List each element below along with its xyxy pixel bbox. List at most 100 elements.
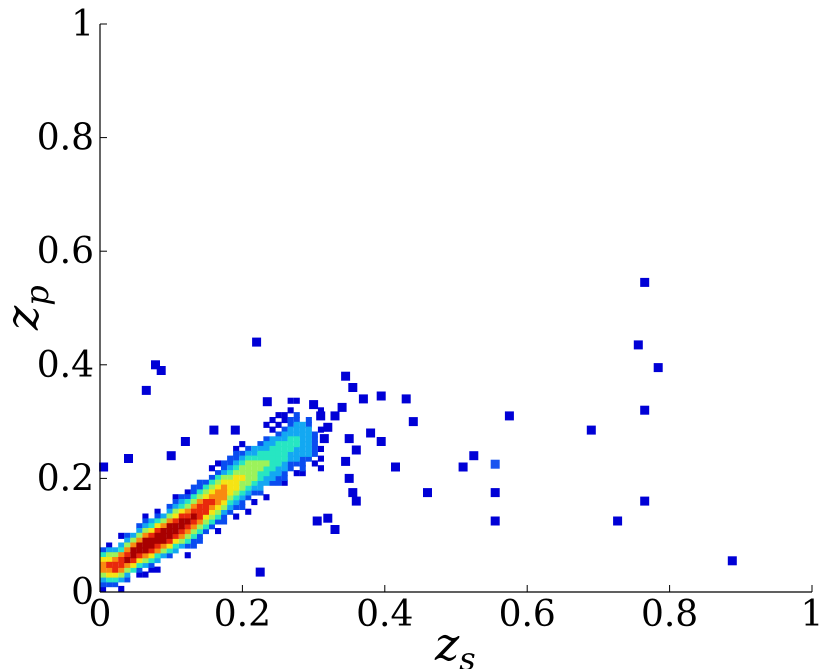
data-point <box>151 360 160 370</box>
density-bin <box>172 542 179 549</box>
density-bin <box>281 460 288 467</box>
density-bin <box>208 479 215 486</box>
density-bin <box>257 484 264 491</box>
density-bin <box>293 450 300 457</box>
density-bin <box>233 455 240 462</box>
density-bin <box>154 552 161 559</box>
density-bin <box>190 528 197 535</box>
density-bin <box>196 479 203 486</box>
density-bin <box>178 528 185 535</box>
density-bin <box>154 513 161 520</box>
data-point <box>312 516 322 526</box>
density-bin <box>299 445 306 452</box>
density-bin <box>317 445 324 452</box>
density-bin <box>233 503 240 510</box>
density-bin <box>202 508 209 515</box>
density-bin <box>233 445 240 452</box>
density-bin <box>245 489 252 496</box>
density-bin <box>124 552 131 559</box>
data-point <box>323 422 333 432</box>
density-bin <box>196 503 203 510</box>
density-bin <box>263 470 270 477</box>
data-point <box>490 488 500 498</box>
density-bin <box>293 470 300 477</box>
x-tick-label: 0.8 <box>641 594 698 635</box>
density-bin <box>184 528 191 535</box>
data-point <box>640 277 650 287</box>
density-bin <box>287 460 294 467</box>
density-bin <box>118 561 125 568</box>
density-bin <box>281 450 288 457</box>
density-bin <box>160 532 167 539</box>
density-bin <box>136 532 143 539</box>
density-bin <box>190 489 197 496</box>
density-bin <box>317 465 324 472</box>
density-bin <box>202 513 209 520</box>
data-point <box>366 428 376 438</box>
density-bin <box>245 450 252 457</box>
density-bin <box>227 479 234 486</box>
density-bin <box>154 518 161 525</box>
density-bin <box>257 450 264 457</box>
density-bin <box>305 417 312 424</box>
density-bin <box>317 426 324 433</box>
density-bin <box>190 532 197 539</box>
density-bin <box>184 537 191 544</box>
density-bin <box>184 508 191 515</box>
density-bin <box>142 571 149 578</box>
density-bin <box>112 547 119 554</box>
density-bin <box>317 407 324 414</box>
data-point <box>99 462 109 472</box>
density-bin <box>142 537 149 544</box>
density-bin <box>184 499 191 506</box>
y-tick-label: 1 <box>71 4 94 45</box>
density-bin <box>311 445 318 452</box>
density-bin <box>208 508 215 515</box>
density-bin <box>215 484 222 491</box>
density-bin <box>196 537 203 544</box>
data-point <box>423 488 432 498</box>
density-bin <box>215 499 222 506</box>
density-bin <box>287 436 294 443</box>
density-bin <box>112 561 119 568</box>
density-bin <box>136 523 143 530</box>
density-bin <box>130 557 137 564</box>
density-bin <box>299 441 306 448</box>
density-bin <box>106 552 113 559</box>
density-bin <box>305 421 312 428</box>
density-bin <box>275 450 282 457</box>
density-bin <box>208 499 215 506</box>
density-bin <box>293 412 300 419</box>
density-bin <box>269 460 276 467</box>
density-bin <box>148 537 155 544</box>
density-bin <box>281 465 288 472</box>
density-bin <box>257 470 264 477</box>
density-bin <box>124 561 131 568</box>
data-point <box>633 340 643 350</box>
density-bin <box>299 455 306 462</box>
density-bin <box>154 537 161 544</box>
density-bin <box>275 460 282 467</box>
density-bin <box>148 547 155 554</box>
density-bin <box>239 479 246 486</box>
density-bin <box>275 436 282 443</box>
density-bin <box>239 465 246 472</box>
density-bin <box>263 460 270 467</box>
density-bin <box>245 479 252 486</box>
density-bin <box>160 537 167 544</box>
density-bin <box>160 523 167 530</box>
density-bin <box>154 532 161 539</box>
density-bin <box>293 441 300 448</box>
density-bin <box>142 552 149 559</box>
density-bin <box>305 426 312 433</box>
density-bin <box>172 528 179 535</box>
density-bin <box>166 513 173 520</box>
density-bin <box>269 474 276 481</box>
density-bin <box>196 489 203 496</box>
density-bin <box>311 441 318 448</box>
density-bin <box>269 455 276 462</box>
data-point <box>401 394 411 404</box>
density-bin <box>239 455 246 462</box>
density-bin <box>154 542 161 549</box>
data-point <box>230 425 240 435</box>
